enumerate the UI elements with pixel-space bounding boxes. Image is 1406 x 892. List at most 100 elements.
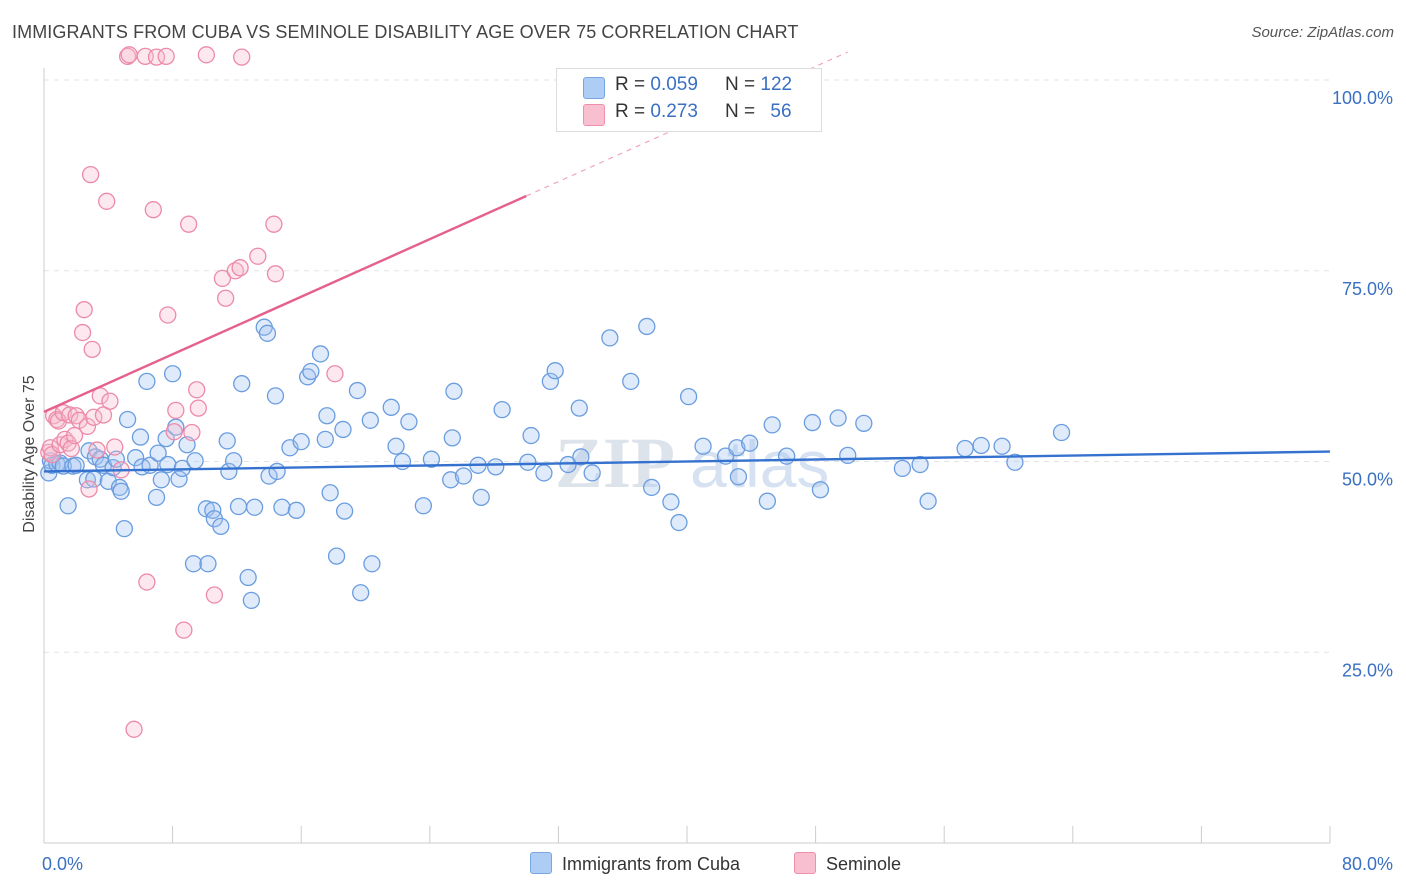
data-point bbox=[919, 492, 937, 510]
data-point bbox=[197, 46, 216, 64]
data-point bbox=[679, 387, 698, 406]
x-tick-label-0: 0.0% bbox=[42, 854, 83, 874]
stats-swatch-seminole bbox=[583, 104, 605, 126]
n-label: N = bbox=[725, 74, 756, 95]
data-point bbox=[245, 498, 264, 516]
data-point bbox=[165, 423, 183, 441]
data-point bbox=[422, 450, 441, 468]
data-point bbox=[758, 492, 777, 510]
data-point bbox=[147, 488, 166, 507]
data-point bbox=[163, 365, 182, 383]
data-point bbox=[212, 517, 230, 536]
data-point bbox=[638, 317, 656, 336]
data-point bbox=[778, 447, 796, 465]
stats-row-seminole: R = 0.273 N = 56 bbox=[557, 101, 821, 127]
data-point bbox=[387, 437, 405, 455]
data-point bbox=[242, 591, 261, 610]
data-point bbox=[893, 459, 912, 478]
n-value: 56 bbox=[770, 101, 792, 122]
data-point bbox=[59, 497, 77, 515]
data-point bbox=[670, 513, 688, 532]
data-point bbox=[61, 406, 79, 424]
data-point bbox=[157, 47, 175, 65]
data-point bbox=[487, 458, 505, 476]
chart-title: IMMIGRANTS FROM CUBA VS SEMINOLE DISABIL… bbox=[12, 22, 799, 42]
data-point bbox=[67, 456, 85, 474]
source-credit: Source: ZipAtlas.com bbox=[1251, 24, 1394, 41]
data-point bbox=[400, 413, 418, 431]
data-point bbox=[454, 467, 473, 485]
stats-legend: R = 0.059 N = 122 R = 0.273 N = 56 bbox=[556, 68, 822, 132]
data-point bbox=[298, 368, 317, 386]
data-point bbox=[493, 400, 511, 419]
data-point bbox=[993, 437, 1011, 455]
data-point bbox=[144, 201, 162, 219]
series-1 bbox=[40, 46, 344, 738]
y-tick-labels: 25.0% 50.0% 75.0% 100.0% bbox=[1332, 88, 1393, 680]
data-point bbox=[741, 434, 759, 452]
data-point bbox=[106, 438, 124, 456]
legend-swatch-seminole bbox=[794, 852, 816, 874]
data-point bbox=[911, 455, 929, 474]
r-label: R = bbox=[615, 74, 646, 95]
legend-item-cuba[interactable]: Immigrants from Cuba bbox=[530, 852, 740, 875]
data-point bbox=[763, 416, 781, 434]
data-point bbox=[414, 497, 433, 515]
r-value: 0.059 bbox=[650, 74, 698, 95]
data-point bbox=[570, 399, 588, 417]
data-point bbox=[225, 452, 243, 470]
r-label: R = bbox=[615, 101, 646, 122]
data-point bbox=[101, 392, 119, 410]
data-point bbox=[226, 262, 244, 280]
data-point bbox=[62, 439, 80, 458]
data-point bbox=[199, 555, 217, 573]
data-point bbox=[292, 433, 310, 451]
legend-label-cuba: Immigrants from Cuba bbox=[562, 854, 741, 874]
n-label: N = bbox=[725, 101, 756, 122]
data-point bbox=[273, 498, 291, 516]
data-point bbox=[183, 423, 201, 442]
data-point bbox=[180, 215, 198, 233]
x-tick-label-1: 80.0% bbox=[1342, 854, 1393, 874]
data-point bbox=[115, 519, 134, 538]
data-point bbox=[131, 428, 150, 446]
data-point bbox=[189, 399, 207, 417]
data-point bbox=[231, 259, 249, 277]
data-point bbox=[213, 269, 232, 288]
data-point bbox=[601, 329, 619, 347]
data-point bbox=[233, 375, 251, 393]
data-point bbox=[662, 493, 680, 511]
data-point bbox=[216, 289, 235, 307]
data-point bbox=[65, 426, 84, 445]
data-point bbox=[188, 381, 206, 399]
data-point bbox=[186, 452, 204, 470]
data-point bbox=[175, 621, 193, 639]
data-point bbox=[442, 471, 460, 489]
data-point bbox=[239, 568, 257, 587]
data-point bbox=[348, 381, 367, 400]
data-point bbox=[258, 324, 277, 342]
data-point bbox=[138, 573, 156, 591]
data-points bbox=[40, 46, 1071, 738]
data-point bbox=[622, 372, 640, 391]
data-point bbox=[118, 410, 137, 429]
data-point bbox=[75, 301, 93, 319]
gridlines bbox=[44, 79, 1330, 653]
data-point bbox=[229, 497, 248, 516]
data-point bbox=[41, 439, 60, 457]
data-point bbox=[318, 407, 336, 425]
y-tick-label-2: 75.0% bbox=[1342, 279, 1393, 299]
trend-line-0 bbox=[43, 450, 1331, 473]
data-point bbox=[729, 468, 748, 486]
r-value: 0.273 bbox=[650, 101, 698, 122]
data-point bbox=[81, 165, 100, 184]
data-point bbox=[249, 247, 267, 265]
data-point bbox=[829, 409, 847, 427]
data-point bbox=[138, 372, 156, 391]
legend-item-seminole[interactable]: Seminole bbox=[794, 852, 901, 875]
data-point bbox=[535, 464, 553, 482]
data-point bbox=[694, 437, 712, 455]
watermark-atlas: atlas bbox=[690, 427, 829, 501]
data-point bbox=[1006, 453, 1024, 471]
data-point bbox=[327, 547, 346, 565]
